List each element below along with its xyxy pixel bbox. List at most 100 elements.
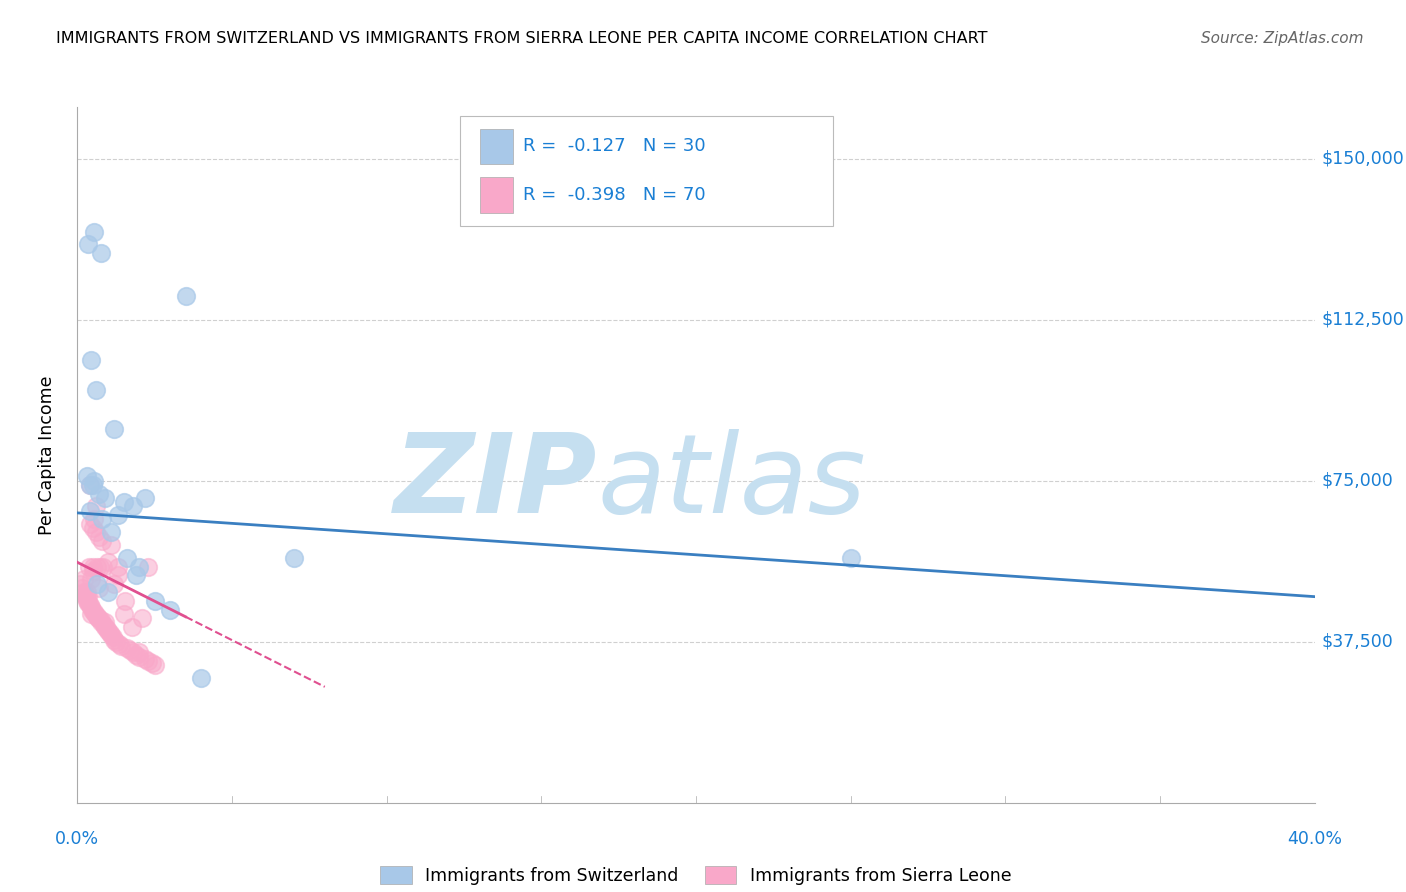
Point [97, 585, 120, 599]
Point [110, 639, 132, 653]
Point [143, 594, 166, 608]
Point [82, 559, 104, 574]
Point [91, 533, 114, 548]
Point [839, 551, 862, 566]
Point [84, 525, 107, 540]
Point [84, 500, 107, 514]
Point [134, 652, 156, 666]
Point [84, 607, 107, 621]
Point [76, 591, 98, 606]
Point [91, 559, 114, 574]
Point [101, 631, 124, 645]
Point [138, 654, 160, 668]
Text: IMMIGRANTS FROM SWITZERLAND VS IMMIGRANTS FROM SIERRA LEONE PER CAPITA INCOME CO: IMMIGRANTS FROM SWITZERLAND VS IMMIGRANT… [56, 31, 988, 46]
Point [138, 559, 160, 574]
Point [174, 289, 197, 303]
Point [96, 622, 118, 636]
Point [87, 486, 110, 500]
Point [100, 628, 122, 642]
Point [83, 605, 105, 619]
Point [134, 491, 156, 505]
Point [128, 645, 150, 659]
Point [87, 611, 110, 625]
Point [72, 585, 94, 599]
Y-axis label: Per Capita Income: Per Capita Income [38, 376, 56, 534]
Point [125, 568, 148, 582]
Point [79, 478, 101, 492]
Point [107, 559, 129, 574]
Point [128, 649, 150, 664]
Point [121, 620, 143, 634]
Text: 0.0%: 0.0% [55, 830, 100, 847]
Point [97, 555, 120, 569]
Point [77, 596, 100, 610]
Point [82, 564, 104, 578]
Point [69, 576, 91, 591]
Point [283, 551, 305, 566]
Point [105, 634, 127, 648]
Point [128, 559, 150, 574]
Point [159, 602, 181, 616]
Point [76, 594, 98, 608]
Point [82, 602, 104, 616]
Text: $37,500: $37,500 [1322, 632, 1393, 651]
Point [115, 551, 138, 566]
Point [75, 587, 96, 601]
Legend: Immigrants from Switzerland, Immigrants from Sierra Leone: Immigrants from Switzerland, Immigrants … [380, 866, 1012, 885]
Point [100, 525, 122, 540]
Point [73, 573, 96, 587]
Point [76, 585, 98, 599]
Point [125, 648, 148, 662]
Point [114, 594, 136, 608]
Text: 40.0%: 40.0% [1286, 830, 1343, 847]
Point [97, 624, 120, 638]
Point [112, 607, 135, 621]
Point [89, 559, 111, 574]
Point [112, 495, 135, 509]
Point [91, 512, 114, 526]
Point [103, 422, 125, 436]
Point [75, 590, 97, 604]
Text: $150,000: $150,000 [1322, 150, 1405, 168]
Point [107, 508, 129, 522]
Text: R =  -0.398   N = 70: R = -0.398 N = 70 [523, 186, 706, 203]
Point [94, 620, 117, 634]
Point [79, 516, 101, 531]
Point [83, 225, 105, 239]
Point [93, 617, 115, 632]
Point [86, 609, 108, 624]
Point [79, 599, 101, 613]
Point [141, 657, 163, 671]
Point [107, 568, 129, 582]
Point [93, 615, 115, 630]
Point [82, 521, 104, 535]
Point [98, 626, 121, 640]
Point [87, 529, 110, 543]
Point [143, 658, 166, 673]
Text: ZIP: ZIP [394, 429, 598, 536]
Point [82, 478, 104, 492]
Point [87, 581, 110, 595]
Point [77, 559, 100, 574]
Point [77, 237, 100, 252]
Point [76, 469, 98, 483]
Point [122, 645, 145, 659]
Point [115, 641, 138, 656]
Point [118, 643, 141, 657]
Point [79, 478, 101, 492]
Point [86, 576, 108, 591]
Point [70, 581, 93, 595]
Text: Source: ZipAtlas.com: Source: ZipAtlas.com [1201, 31, 1364, 46]
Point [90, 613, 111, 627]
Point [100, 538, 122, 552]
Point [90, 615, 112, 630]
Point [83, 512, 105, 526]
Point [94, 491, 117, 505]
Text: $75,000: $75,000 [1322, 472, 1393, 490]
Text: R =  -0.127   N = 30: R = -0.127 N = 30 [523, 137, 706, 155]
Text: $112,500: $112,500 [1322, 310, 1405, 328]
Point [80, 353, 103, 368]
Text: atlas: atlas [598, 429, 866, 536]
Point [84, 384, 107, 398]
Point [80, 607, 103, 621]
